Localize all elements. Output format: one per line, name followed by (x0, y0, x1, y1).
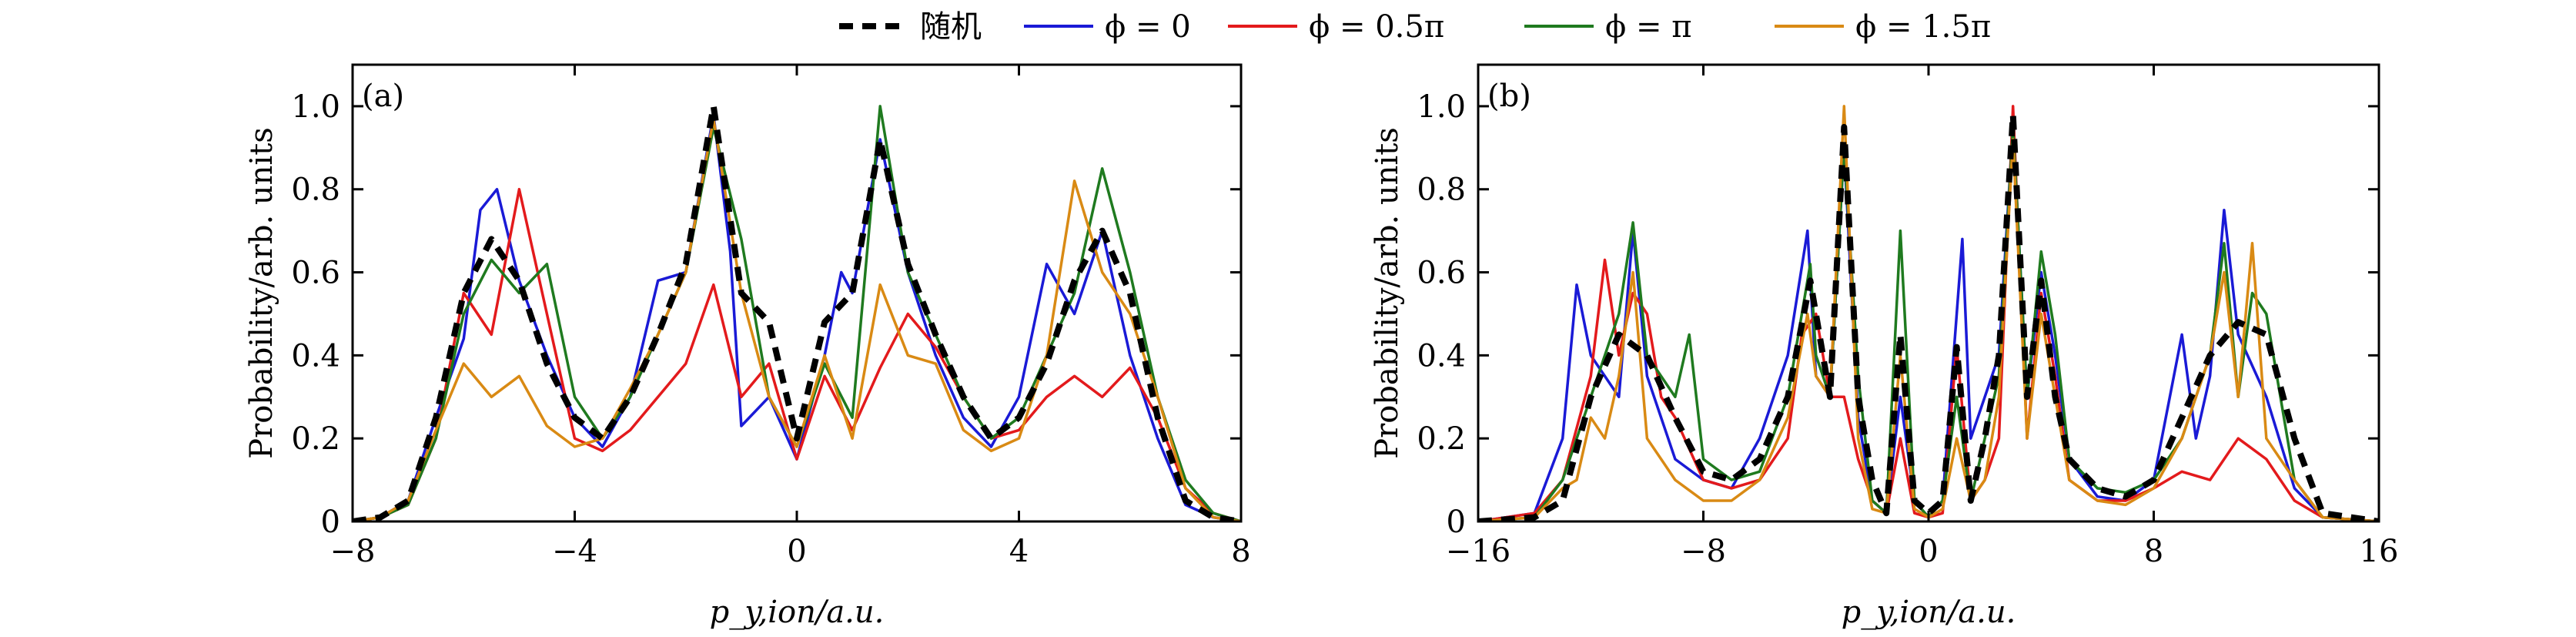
series-line-random (1478, 111, 2379, 521)
x-tick-label: 4 (1009, 534, 1029, 569)
x-tick-label: 8 (2144, 534, 2163, 569)
y-axis-label: Probability/arb. units (1370, 127, 1405, 459)
y-tick-label: 0.2 (291, 421, 340, 457)
plot-frame (1477, 63, 2380, 523)
legend-label-2: ϕ = 0.5π (1309, 9, 1444, 45)
y-tick-label: 0.8 (291, 173, 340, 208)
plot-frame (351, 63, 1243, 523)
x-tick-label: 0 (787, 534, 806, 569)
y-tick-label: 0.2 (1417, 421, 1466, 457)
x-axis-label: p_y,ion/a.u. (710, 595, 885, 630)
series-line-phi-1 (353, 112, 1241, 521)
series-group (353, 102, 1241, 521)
series-line-phi-2 (353, 187, 1241, 521)
y-tick-label: 0.4 (1417, 338, 1466, 374)
panel-a: −8 −4 0 4 8 0 0.2 0.4 0.6 0.8 1.0 (a) p_y,ion/a.u. Pr… (244, 63, 1251, 630)
y-tick-label: 1.0 (1417, 89, 1466, 125)
series-line-phi-4 (353, 117, 1241, 521)
y-tick-label: 0.4 (291, 338, 340, 374)
legend-label-4: ϕ = 1.5π (1855, 9, 1991, 45)
y-tick-label: 1.0 (291, 89, 340, 125)
y-tick-label: 0.6 (291, 256, 340, 291)
x-tick-label: −8 (330, 534, 376, 569)
legend: 随机 ϕ = 0 ϕ = 0.5π ϕ = π ϕ = 1.5π (839, 9, 1991, 45)
legend-label-1: ϕ = 0 (1105, 9, 1191, 45)
x-tick-label: 8 (1231, 534, 1250, 569)
series-line-phi-2 (1478, 105, 2379, 521)
series-line-random (353, 102, 1241, 521)
y-tick-label: 0 (321, 505, 340, 540)
panel-b: −16 −8 0 8 16 0 0.2 0.4 0.6 0.8 1.0 (b) p_y,ion/a.u.… (1370, 63, 2399, 630)
x-tick-label: −4 (552, 534, 597, 569)
y-tick-label: 0 (1447, 505, 1466, 540)
x-tick-label: −16 (1446, 534, 1510, 569)
y-tick-label: 0.8 (1417, 173, 1466, 208)
series-line-phi-4 (1478, 105, 2379, 521)
panel-label: (b) (1487, 79, 1531, 114)
legend-label-3: ϕ = π (1605, 9, 1692, 45)
series-group (1478, 105, 2379, 521)
y-tick-label: 0.6 (1417, 256, 1466, 291)
x-tick-label: −8 (1681, 534, 1726, 569)
x-axis-label: p_y,ion/a.u. (1842, 595, 2016, 630)
legend-label-0: 随机 (920, 9, 982, 45)
x-tick-label: 0 (1919, 534, 1938, 569)
panel-label: (a) (362, 79, 404, 114)
x-tick-label: 16 (2360, 534, 2399, 569)
y-axis-label: Probability/arb. units (244, 127, 279, 459)
